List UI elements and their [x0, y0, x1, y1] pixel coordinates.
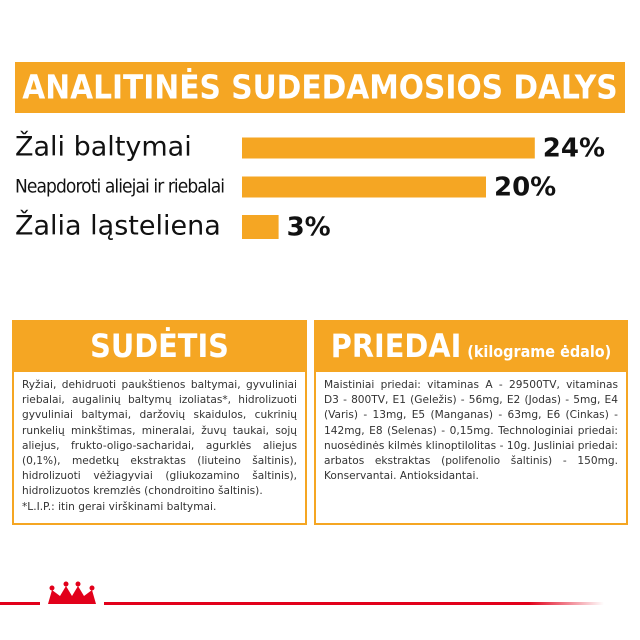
section-title: PRIEDAI	[330, 327, 462, 365]
section: SUDĖTIS Ryžiai, dehidruoti paukštienos b…	[12, 320, 307, 525]
value-label: 3%	[287, 213, 331, 243]
footer-line	[0, 602, 40, 605]
paragraph: Maistiniai priedai: vitaminas A - 29500T…	[324, 379, 618, 483]
category-label: Žali baltymai	[15, 131, 192, 163]
paragraph: *L.I.P.: itin gerai virškinami baltymai.	[22, 500, 217, 513]
section-header: SUDĖTIS	[14, 320, 305, 372]
section-header: PRIEDAI (kilograme ėdalo)	[316, 320, 626, 372]
title-banner	[15, 62, 625, 113]
category-label: Žalia ląsteliena	[15, 210, 221, 242]
section-title: SUDĖTIS	[90, 327, 229, 365]
logo	[48, 581, 96, 604]
chart-title: ANALITINĖS SUDEDAMOSIOS DALYS	[22, 67, 617, 107]
bar	[242, 176, 486, 198]
value-label: 20%	[494, 173, 556, 203]
section-body: Ryžiai, dehidruoti paukštienos baltymai,…	[14, 372, 305, 521]
paragraph: Ryžiai, dehidruoti paukštienos baltymai,…	[22, 379, 297, 498]
footer-line	[104, 602, 604, 605]
bar	[242, 215, 279, 239]
value-label: 24%	[543, 134, 605, 164]
category-label: Neapdoroti aliejai ir riebalai	[15, 176, 225, 198]
bar	[242, 137, 535, 159]
section: PRIEDAI (kilograme ėdalo) Maistiniai prie…	[314, 320, 628, 525]
section-subtitle: (kilograme ėdalo)	[467, 341, 612, 361]
section-body: Maistiniai priedai: vitaminas A - 29500T…	[316, 372, 626, 490]
